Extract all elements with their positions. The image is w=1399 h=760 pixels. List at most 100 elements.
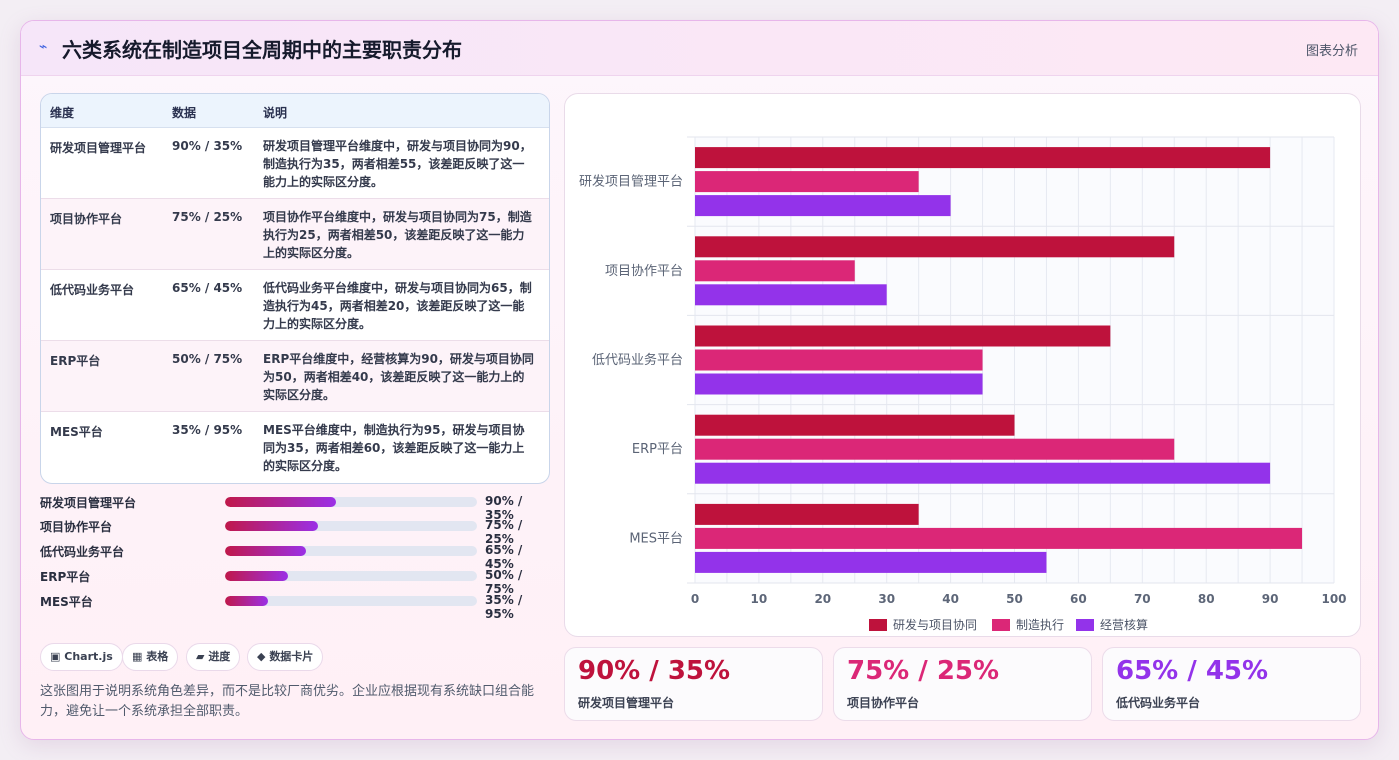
y-tick-label: 低代码业务平台 [592,352,683,368]
bar [695,147,1271,169]
x-tick-label: 60 [1070,592,1087,606]
bar [695,349,983,371]
y-tick-label: ERP平台 [632,442,683,457]
header: ⌁ 六类系统在制造项目全周期中的主要职责分布 图表分析 [21,21,1378,76]
x-tick-label: 20 [814,592,831,606]
legend-label: 研发与项目协同 [893,617,977,632]
progress-track [225,521,477,531]
kpi-value: 90% / 35% [578,656,731,686]
main-card: ⌁ 六类系统在制造项目全周期中的主要职责分布 图表分析 维度 数据 说明 研发项… [20,20,1379,740]
data-table: 维度 数据 说明 研发项目管理平台 90% / 35% 研发项目管理平台维度中，… [40,93,550,484]
table-icon: ▦ [132,650,143,663]
progress-fill [225,596,268,606]
row-description: 研发项目管理平台维度中，研发与项目协同为90，制造执行为35，两者相差55，该差… [263,139,532,189]
table-row: 项目协作平台 75% / 25% 项目协作平台维度中，研发与项目协同为75，制造… [41,199,549,270]
bolt-icon: ⌁ [39,39,48,55]
progress-track [225,596,477,606]
kpi-label: 项目协作平台 [847,696,920,710]
progress-label: 研发项目管理平台 [40,496,137,510]
bar [695,551,1047,573]
x-tick-label: 10 [751,592,768,606]
legend-swatch [992,619,1010,631]
row-description: 项目协作平台维度中，研发与项目协同为75，制造执行为25，两者相差50，该差距反… [263,210,532,260]
progress-label: 项目协作平台 [40,520,113,534]
progress-track [225,571,477,581]
row-name: 低代码业务平台 [50,283,135,297]
row-description: ERP平台维度中，经营核算为90，研发与项目协同为50，两者相差40，该差距反映… [263,352,534,402]
legend-label: 制造执行 [1016,618,1064,632]
row-name: 研发项目管理平台 [50,141,147,155]
progress-row: 项目协作平台 75% / 25% [40,515,550,546]
progress-fill [225,497,336,507]
table-row: 研发项目管理平台 90% / 35% 研发项目管理平台维度中，研发与项目协同为9… [41,128,549,199]
column-header-description: 说明 [263,106,288,120]
progress-value: 90% / 35% [485,494,523,522]
row-data: 35% / 95% [172,423,243,437]
bar [695,503,919,525]
table-row: ERP平台 50% / 75% ERP平台维度中，经营核算为90，研发与项目协同… [41,341,549,412]
x-tick-label: 40 [942,592,959,606]
progress-value: 65% / 45% [485,543,523,571]
bar [695,373,983,395]
chart-analysis-tag: 图表分析 [1305,44,1358,59]
row-data: 75% / 25% [172,210,243,224]
progress-value: 50% / 75% [485,568,523,596]
bar-chart: 0 10 20 30 40 50 60 70 80 90 100 研发项目管理平台项目协作平台低代码业… [579,136,1347,632]
x-tick-label: 50 [1006,592,1023,606]
progress-value: 35% / 95% [485,593,523,621]
chip-label: 数据卡片 [269,650,314,663]
row-data: 65% / 45% [172,281,243,295]
chip-table[interactable]: ▦ 表格 [122,643,179,671]
progress-row: ERP平台 50% / 75% [40,565,550,596]
progress-label: ERP平台 [40,570,91,584]
legend-swatch [869,619,887,631]
progress-row: MES平台 35% / 95% [40,590,550,621]
row-data: 90% / 35% [172,139,243,153]
progress-value: 75% / 25% [485,518,523,546]
bar [695,325,1111,347]
progress-row: 研发项目管理平台 90% / 35% [40,491,550,522]
chip-data-card[interactable]: ◆ 数据卡片 [247,643,324,671]
y-tick-label: MES平台 [629,531,683,546]
x-tick-label: 90 [1262,592,1279,606]
kpi-value: 65% / 45% [1116,656,1269,686]
kpi-value: 75% / 25% [847,656,1000,686]
legend-swatch [1076,619,1094,631]
y-tick-label: 项目协作平台 [605,264,683,279]
bar [695,414,1015,436]
progress-fill [225,546,306,556]
column-header-data: 数据 [172,106,197,120]
chip-label: 表格 [146,650,169,663]
x-tick-label: 80 [1198,592,1215,606]
progress-label: MES平台 [40,595,93,609]
row-description: MES平台维度中，制造执行为95，研发与项目协同为35，两者相差60，该差距反映… [263,423,525,473]
bar [695,236,1175,258]
y-tick-label: 研发项目管理平台 [579,174,683,190]
chip-chartjs[interactable]: ▣ Chart.js [40,643,123,671]
progress-fill [225,521,319,531]
table-header: 维度 数据 说明 [41,94,549,128]
x-tick-label: 0 [691,592,699,606]
progress-label: 低代码业务平台 [40,545,125,559]
progress-track [225,497,477,507]
row-description: 低代码业务平台维度中，研发与项目协同为65，制造执行为45，两者相差20，该差距… [263,281,532,331]
bar [695,171,919,193]
chart-panel: 0 10 20 30 40 50 60 70 80 90 100 研发项目管理平台 项目协作平台 低代码业… [564,93,1361,637]
kpi-card: 65% / 45% 低代码业务平台 [1102,647,1361,721]
bar [695,284,887,306]
progress-track [225,546,477,556]
row-name: ERP平台 [50,354,101,368]
row-name: MES平台 [50,425,103,439]
kpi-card: 75% / 25% 项目协作平台 [833,647,1092,721]
bar [695,527,1303,549]
card-icon: ◆ [257,650,266,663]
kpi-label: 研发项目管理平台 [578,696,675,710]
chip-progress[interactable]: ▰ 进度 [186,643,241,671]
row-name: 项目协作平台 [50,212,123,226]
row-data: 50% / 75% [172,352,243,366]
x-tick-label: 70 [1134,592,1151,606]
kpi-label: 低代码业务平台 [1116,696,1201,710]
progress-fill [225,571,288,581]
chip-label: Chart.js [64,650,113,663]
progress-icon: ▰ [196,650,205,663]
